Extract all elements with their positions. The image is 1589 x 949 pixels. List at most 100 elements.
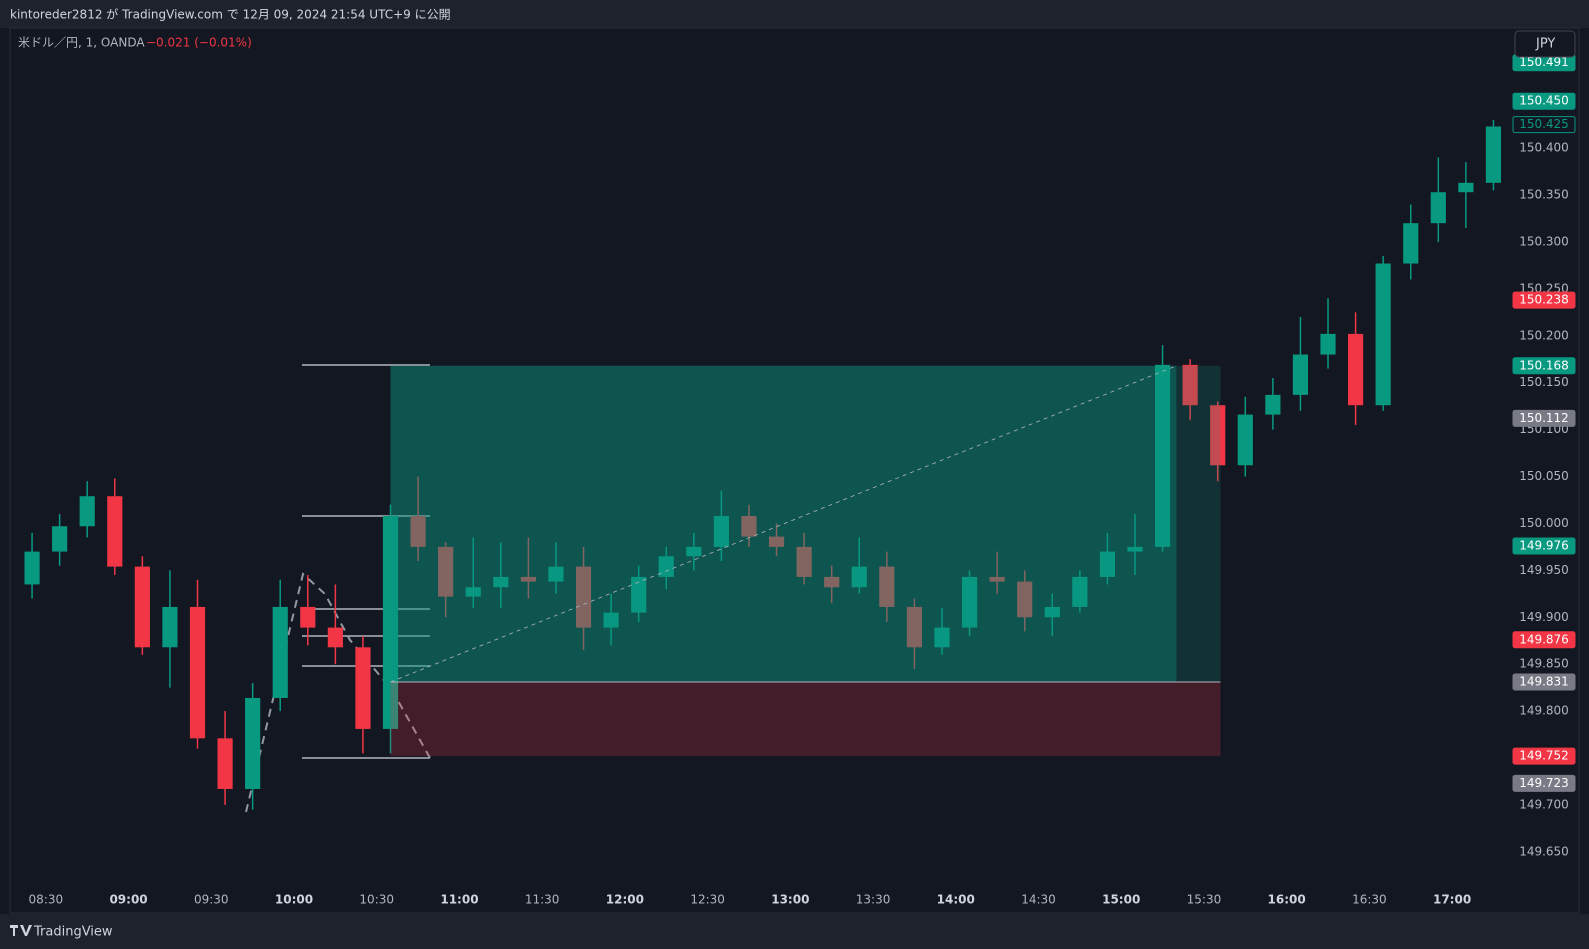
candle-body: [134, 566, 150, 648]
price-label-box: [1512, 747, 1576, 765]
candle-body: [217, 738, 233, 789]
candle-body: [824, 576, 840, 588]
candle-body: [1182, 364, 1198, 406]
x-tick-label: 16:30: [1352, 893, 1387, 907]
x-tick-label: 10:30: [359, 893, 394, 907]
candle-body: [162, 606, 178, 648]
trade-path: [390, 365, 1177, 683]
candle-body: [603, 612, 619, 628]
candle-body: [520, 576, 536, 582]
candle-body: [989, 576, 1005, 582]
candle-body: [272, 606, 288, 698]
y-tick-label: 150.350: [1519, 188, 1569, 202]
candle-body: [410, 515, 426, 547]
candle-body: [355, 647, 371, 729]
candle-body: [465, 587, 481, 597]
candle-body: [851, 566, 867, 588]
candle-body: [1265, 394, 1281, 415]
profit-zone: [390, 365, 1221, 683]
y-tick-label: 149.850: [1519, 657, 1569, 671]
candle-body: [382, 515, 399, 729]
header-bar: [0, 0, 1589, 28]
candle-body: [1072, 576, 1088, 607]
y-tick-label: 150.200: [1519, 328, 1569, 342]
candle-body: [245, 697, 261, 789]
header-text: kintoreder2812 が TradingView.com で 12月 0…: [10, 7, 451, 22]
price-label: 150.168: [1519, 358, 1569, 372]
candle-body: [713, 515, 729, 547]
x-tick-label: 10:00: [275, 893, 313, 907]
x-tick-label: 09:30: [194, 893, 229, 907]
x-tick-label: 12:30: [690, 893, 725, 907]
price-label-box: [1512, 357, 1576, 375]
price-label: 149.876: [1519, 632, 1569, 646]
price-label-box: [1512, 92, 1576, 110]
candle-body: [631, 576, 647, 613]
price-label: 150.112: [1519, 411, 1569, 425]
price-label: 150.450: [1519, 94, 1569, 108]
candle-body: [1127, 546, 1143, 552]
candle-body: [1044, 606, 1060, 618]
price-label-box: [1512, 774, 1576, 792]
x-tick-label: 13:30: [856, 893, 891, 907]
candle-body: [906, 606, 922, 648]
x-tick-label: 12:00: [606, 893, 644, 907]
x-tick-label: 14:00: [937, 893, 975, 907]
y-tick-label: 149.800: [1519, 704, 1569, 718]
x-tick-label: 16:00: [1268, 893, 1306, 907]
price-label-box: [1512, 631, 1576, 649]
candle-body: [189, 606, 206, 739]
y-tick-label: 149.650: [1519, 844, 1569, 858]
price-label-box: [1512, 409, 1576, 427]
candle-body: [575, 566, 592, 628]
y-tick-label: 150.050: [1519, 469, 1569, 483]
loss-zone: [390, 682, 1221, 757]
price-label: 149.723: [1519, 776, 1569, 790]
chart-frame: [9, 27, 1580, 914]
footer-bar: [0, 914, 1589, 949]
candle-body: [658, 556, 674, 577]
candle-body: [741, 515, 757, 537]
candle-body: [879, 566, 895, 607]
price-label-box: [1512, 537, 1576, 555]
candle-body: [1210, 405, 1226, 466]
price-label: 150.425: [1519, 117, 1569, 131]
price-label: 149.831: [1519, 675, 1569, 689]
change: −0.021 (−0.01%): [146, 36, 252, 50]
candle-body: [768, 536, 785, 547]
drawing-zigzag: [245, 572, 431, 813]
logo: [10, 925, 32, 936]
symbol: 米ドル／円, 1, OANDA: [18, 36, 145, 50]
candle-body: [1403, 223, 1419, 264]
candle-body: [548, 566, 564, 582]
candle-body: [1017, 581, 1033, 618]
y-tick-label: 149.900: [1519, 610, 1569, 624]
plot: 149.650149.700149.750149.800149.850149.9…: [24, 54, 1576, 907]
candle-body: [300, 606, 316, 628]
price-label: 150.238: [1519, 293, 1569, 307]
candle-body: [493, 576, 509, 588]
price-label: 149.976: [1519, 538, 1569, 552]
brand: TradingView: [33, 925, 113, 940]
candle-body: [1458, 182, 1474, 193]
x-tick-label: 11:30: [525, 893, 560, 907]
price-label: 150.491: [1519, 55, 1569, 69]
x-tick-label: 15:00: [1102, 893, 1140, 907]
x-tick-label: 17:00: [1433, 893, 1471, 907]
currency-button[interactable]: [1514, 30, 1576, 58]
candle-body: [52, 526, 68, 552]
candle-body: [1348, 333, 1364, 406]
candle-body: [1237, 414, 1253, 466]
candle-body: [1485, 126, 1502, 183]
candle-body: [686, 546, 702, 557]
candle-body: [796, 546, 812, 577]
candle-body: [1430, 192, 1446, 224]
currency-label[interactable]: JPY: [1535, 37, 1555, 52]
candle-body: [1154, 364, 1171, 547]
x-tick-label: 08:30: [29, 893, 64, 907]
x-tick-label: 11:00: [440, 893, 478, 907]
candle-body: [1375, 263, 1391, 406]
y-tick-label: 149.700: [1519, 797, 1569, 811]
